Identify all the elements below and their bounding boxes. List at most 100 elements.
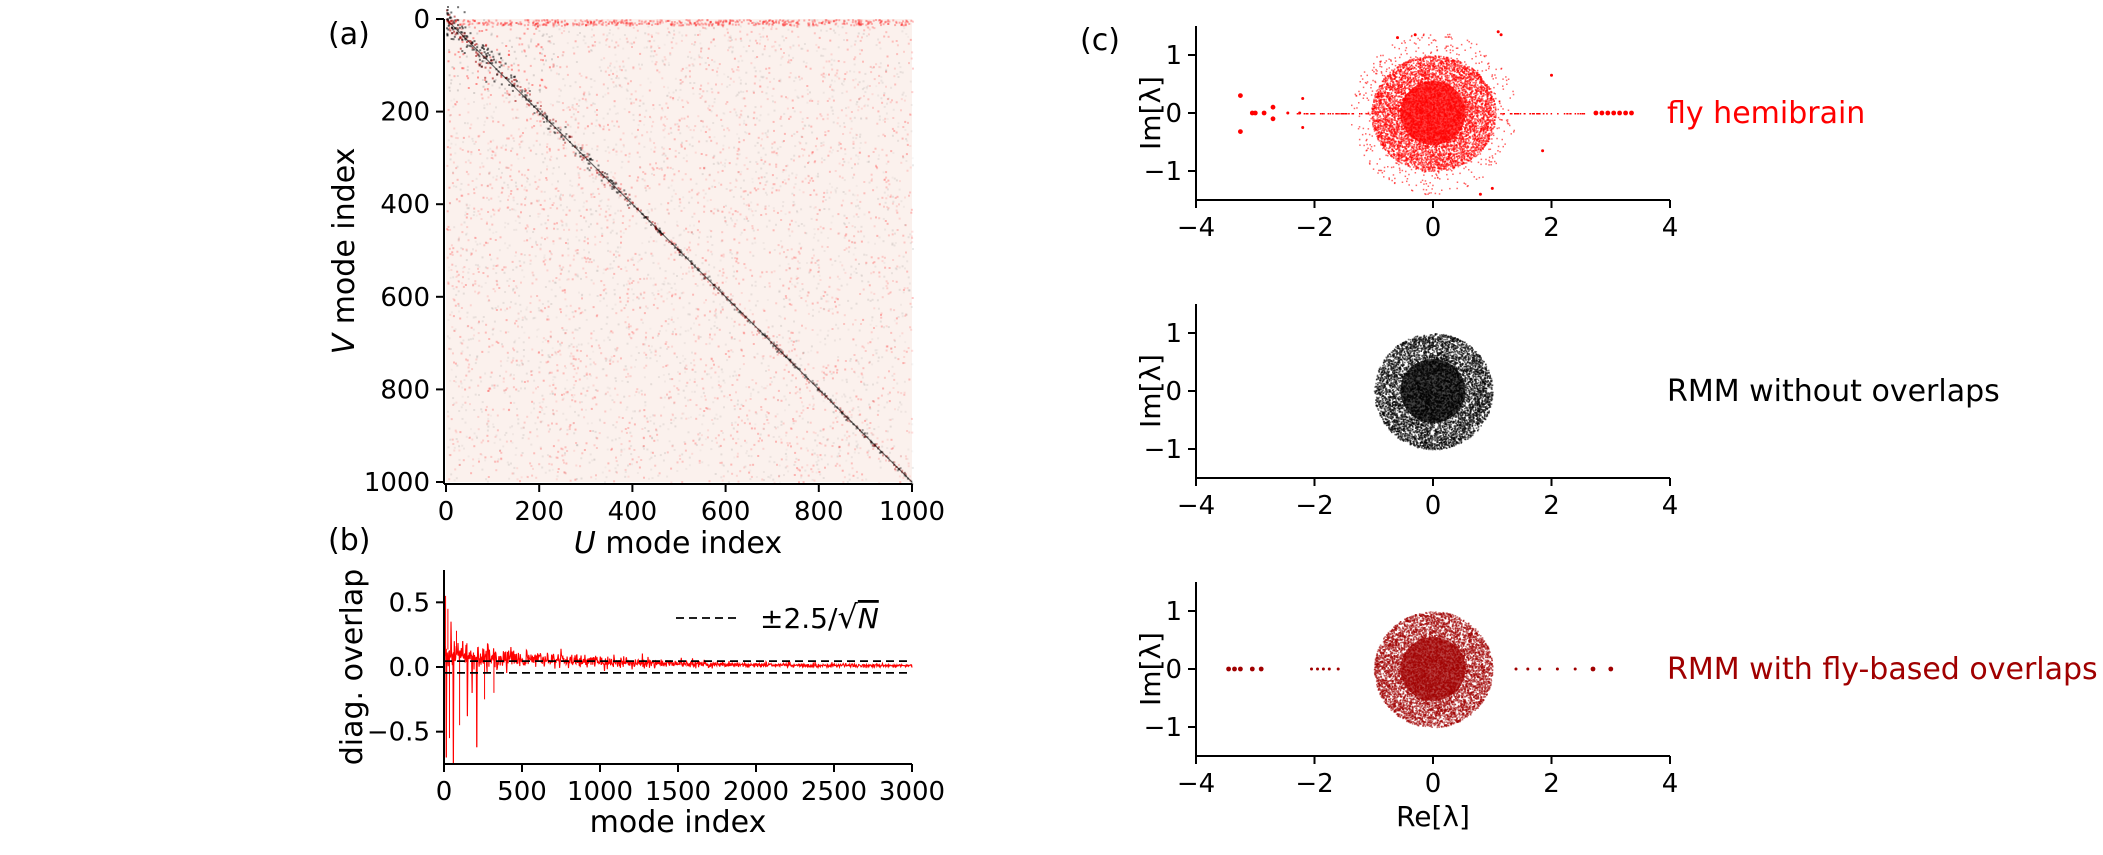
heatmap-cell: [482, 166, 484, 168]
heatmap-cell: [450, 473, 452, 475]
heatmap-cell: [675, 43, 677, 45]
heatmap-cell: [900, 109, 902, 111]
heatmap-cell: [754, 145, 756, 147]
heatmap-cell: [468, 364, 470, 366]
heatmap-cell: [681, 70, 683, 72]
heatmap-cell: [540, 248, 542, 250]
heatmap-cell: [710, 236, 712, 238]
heatmap-cell: [565, 121, 567, 123]
heatmap-cell: [570, 353, 572, 355]
heatmap-cell: [501, 172, 503, 174]
heatmap-cell: [752, 389, 754, 391]
heatmap-cell: [693, 275, 695, 277]
heatmap-cell: [490, 198, 492, 200]
heatmap-cell: [752, 214, 754, 216]
heatmap-cell: [839, 163, 841, 165]
heatmap-cell: [696, 384, 698, 386]
heatmap-cell: [735, 95, 737, 97]
heatmap-cell: [782, 171, 784, 173]
heatmap-cell: [906, 351, 908, 353]
heatmap-cell: [561, 394, 563, 396]
heatmap-cell: [810, 422, 812, 424]
heatmap-cell: [851, 368, 853, 370]
heatmap-cell: [555, 387, 557, 389]
heatmap-cell: [549, 250, 551, 252]
heatmap-cell: [904, 100, 906, 102]
heatmap-cell: [571, 116, 573, 118]
heatmap-cell: [896, 383, 898, 385]
heatmap-cell: [612, 399, 614, 401]
heatmap-cell: [467, 151, 469, 153]
heatmap-cell: [679, 333, 681, 335]
heatmap-cell: [882, 296, 884, 298]
heatmap-cell: [475, 394, 477, 396]
heatmap-cell: [843, 323, 845, 325]
heatmap-cell: [765, 68, 767, 70]
heatmap-cell: [802, 181, 804, 183]
heatmap-cell: [669, 148, 671, 150]
heatmap-cell: [664, 397, 666, 399]
heatmap-cell: [741, 232, 743, 234]
heatmap-cell: [550, 331, 552, 333]
heatmap-cell: [763, 163, 765, 165]
heatmap-cell: [499, 450, 501, 452]
heatmap-cell: [790, 116, 792, 118]
heatmap-cell: [529, 462, 531, 464]
heatmap-cell: [448, 270, 450, 272]
heatmap-cell: [735, 210, 737, 212]
heatmap-cell: [906, 430, 908, 432]
heatmap-cell: [812, 449, 814, 451]
heatmap-cell: [455, 294, 457, 296]
heatmap-cell: [483, 244, 485, 246]
heatmap-cell: [797, 97, 799, 99]
heatmap-cell: [852, 432, 854, 434]
heatmap-cell: [884, 106, 886, 108]
heatmap-cell: [663, 178, 665, 180]
heatmap-cell: [798, 141, 800, 143]
heatmap-cell: [846, 379, 848, 381]
heatmap-cell: [653, 284, 655, 286]
heatmap-cell: [718, 434, 720, 436]
heatmap-cell: [818, 311, 820, 313]
heatmap-cell: [747, 220, 749, 222]
heatmap-cell: [736, 252, 738, 254]
heatmap-cell: [553, 53, 555, 55]
heatmap-cell: [823, 208, 825, 210]
heatmap-cell: [812, 249, 814, 251]
heatmap-cell: [528, 337, 530, 339]
heatmap-cell: [800, 447, 802, 449]
heatmap-cell: [743, 97, 745, 99]
heatmap-cell: [613, 401, 615, 403]
heatmap-cell: [575, 118, 577, 120]
heatmap-cell: [773, 151, 775, 153]
heatmap-cell: [774, 249, 776, 251]
heatmap-cell: [583, 94, 585, 96]
heatmap-cell: [492, 423, 494, 425]
heatmap-cell: [865, 263, 867, 265]
heatmap-cell: [666, 394, 668, 396]
heatmap-cell: [848, 474, 850, 476]
heatmap-cell: [788, 330, 790, 332]
heatmap-cell: [555, 295, 557, 297]
heatmap-cell: [513, 197, 515, 199]
heatmap-cell: [844, 153, 846, 155]
heatmap-cell: [492, 176, 494, 178]
heatmap-cell: [473, 273, 475, 275]
heatmap-cell: [561, 269, 563, 271]
heatmap-cell: [450, 277, 452, 279]
heatmap-cell: [803, 481, 805, 483]
heatmap-cell: [684, 148, 686, 150]
heatmap-cell: [822, 48, 824, 50]
heatmap-cell: [477, 77, 479, 79]
heatmap-cell: [662, 109, 664, 111]
heatmap-cell: [511, 46, 513, 48]
heatmap-cell: [823, 192, 825, 194]
heatmap-cell: [629, 463, 631, 465]
heatmap-cell: [815, 206, 817, 208]
heatmap-cell: [536, 45, 538, 47]
heatmap-cell: [564, 365, 566, 367]
heatmap-cell: [519, 480, 521, 482]
heatmap-cell: [587, 342, 589, 344]
heatmap-cell: [504, 272, 506, 274]
heatmap-cell: [679, 373, 681, 375]
